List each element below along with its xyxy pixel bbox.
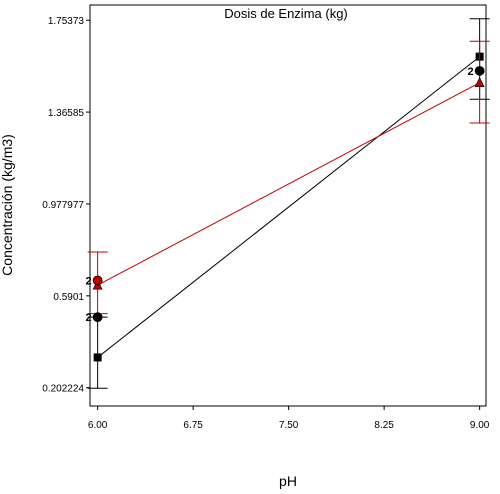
series-layer — [87, 18, 490, 389]
series-0-line — [97, 56, 480, 358]
chart-title: Dosis de Enzima (kg) — [224, 6, 348, 21]
series-1-line — [97, 82, 480, 286]
y-tick-label: 1.75373 — [48, 16, 85, 27]
series-0-point — [93, 353, 102, 362]
y-tick-label: 0.202224 — [42, 384, 84, 395]
design-point-label: 2 — [86, 312, 92, 324]
y-tick-label: 0.977977 — [42, 200, 84, 211]
x-tick-label: 9.00 — [470, 420, 490, 431]
y-tick-label: 0.5901 — [53, 292, 84, 303]
plot-frame — [89, 4, 487, 407]
x-axis-ticks: 6.00 6.75 7.50 8.25 9.00 — [88, 406, 490, 431]
series-1-point — [474, 77, 485, 87]
y-axis-title: Concentración (kg/m3) — [0, 134, 15, 276]
y-axis-ticks: 0.202224 0.5901 0.977977 1.36585 1.75373 — [42, 16, 90, 395]
x-tick-label: 7.50 — [279, 420, 299, 431]
design-point — [474, 65, 485, 76]
design-point-label: 2 — [468, 66, 474, 78]
x-axis-title: pH — [279, 473, 297, 489]
y-tick-label: 1.36585 — [48, 108, 85, 119]
design-points-layer: 2 2 2 — [86, 66, 485, 324]
design-point — [92, 275, 103, 286]
x-tick-label: 6.00 — [88, 420, 108, 431]
design-point-label: 2 — [86, 275, 92, 287]
design-point — [92, 312, 103, 323]
x-tick-label: 8.25 — [374, 420, 394, 431]
x-tick-label: 6.75 — [183, 420, 203, 431]
